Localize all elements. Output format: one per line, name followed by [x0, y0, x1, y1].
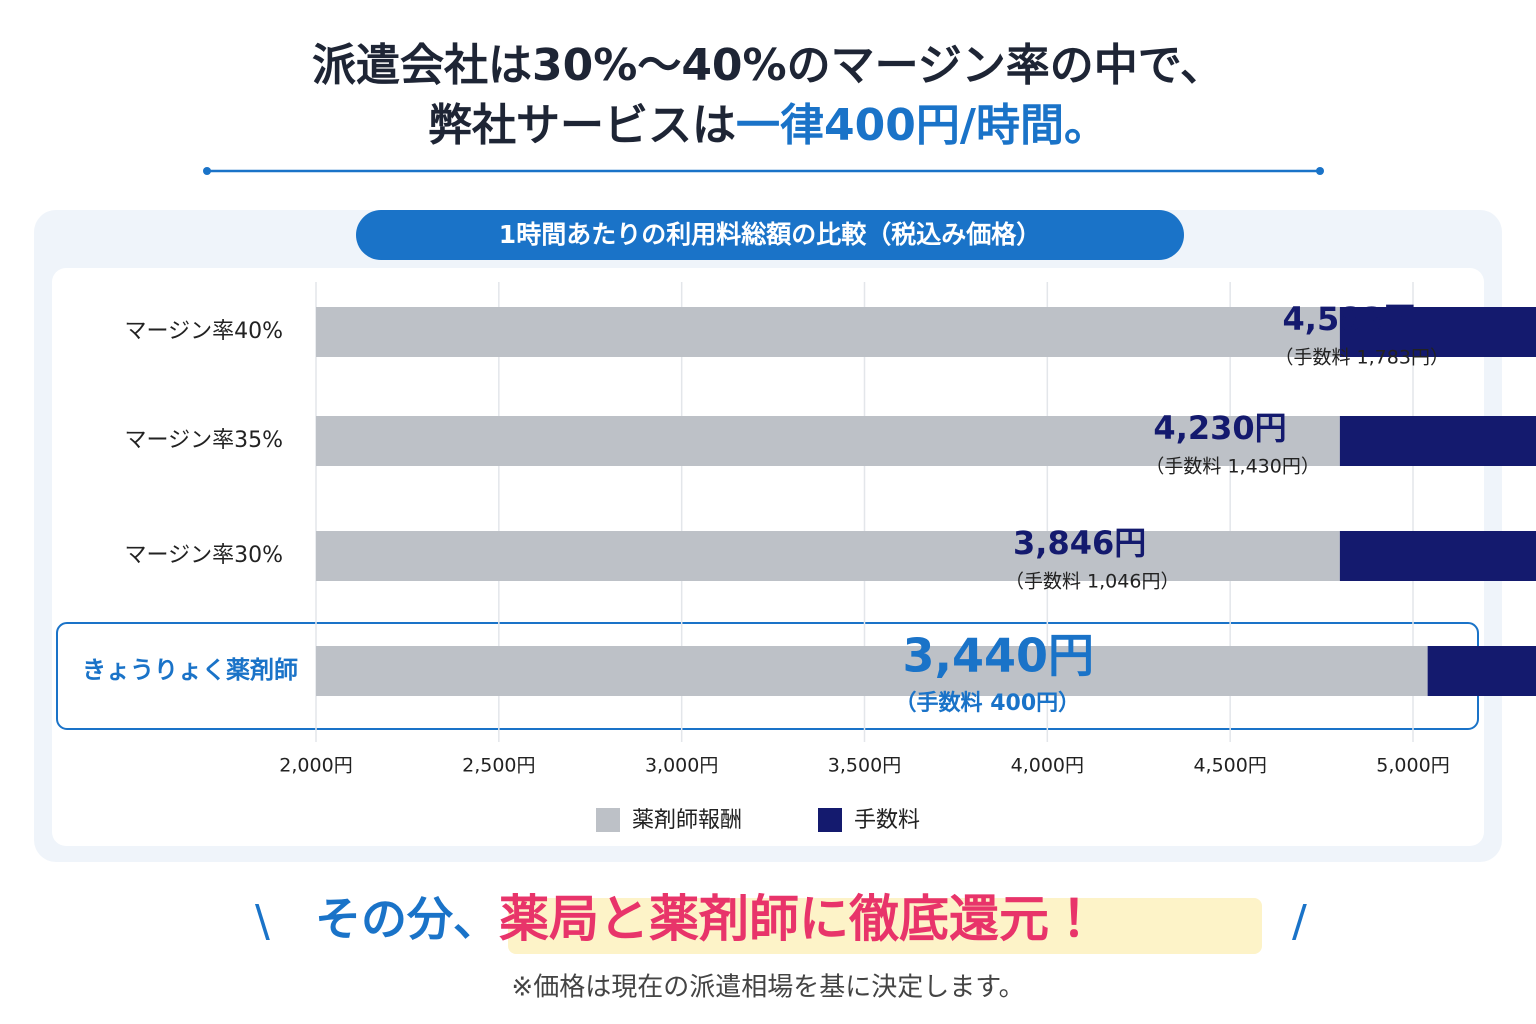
bar-segment: [316, 531, 1340, 581]
bar-segment: [1339, 307, 1536, 357]
legend-label: 薬剤師報酬: [632, 808, 742, 833]
headline: 派遣会社は30%〜40%のマージン率の中で、: [312, 40, 1224, 91]
legend-swatch: [818, 808, 842, 832]
x-tick-label: 2,500円: [462, 755, 535, 777]
deco-slash: \: [255, 896, 270, 947]
category-label: マージン率35%: [125, 428, 283, 453]
chart-title-pill: [356, 210, 1184, 260]
headline-highlight: 一律400円/時間。: [736, 100, 1108, 151]
legend-label: 手数料: [854, 808, 920, 833]
total-label: 4,583円: [1283, 300, 1416, 338]
plot: 2,000円 2,500円 3,000円 3,500円 4,000円 4,500円 5,00…: [82, 282, 1536, 833]
x-tick-label: 3,000円: [645, 755, 718, 777]
highlight-band: [508, 898, 1262, 954]
footer-lead: その分、: [315, 892, 499, 946]
deco-slash: /: [1292, 896, 1307, 947]
footer-message: その分、薬局と薬剤師に徹底還元！: [315, 890, 1099, 948]
fee-label: （手数料 1,430円）: [1145, 456, 1319, 478]
divider-dot: [203, 167, 211, 175]
bar-segment: [1339, 531, 1536, 581]
fee-label: （手数料 1,046円）: [1005, 571, 1179, 593]
footer-highlight: 薬局と薬剤師に徹底還元！: [499, 890, 1099, 948]
footnote: ※価格は現在の派遣相場を基に決定します。: [511, 973, 1024, 1003]
headline-part: 弊社サービスは: [428, 100, 736, 151]
legend-swatch: [596, 808, 620, 832]
headline: 弊社サービスは一律400円/時間。: [428, 100, 1108, 151]
bar-segment: [316, 307, 1340, 357]
total-label: 4,230円: [1153, 409, 1286, 447]
category-label: きょうりょく薬剤師: [82, 656, 298, 684]
x-tick-label: 4,500円: [1193, 755, 1266, 777]
category-label: マージン率40%: [125, 319, 283, 344]
x-tick-label: 2,000円: [279, 755, 352, 777]
x-tick-label: 5,000円: [1376, 755, 1449, 777]
x-tick-label: 3,500円: [828, 755, 901, 777]
total-label: 3,440円: [903, 629, 1095, 683]
total-label: 3,846円: [1013, 524, 1146, 562]
x-tick-label: 4,000円: [1011, 755, 1084, 777]
fee-label: （手数料 1,783円）: [1275, 347, 1449, 369]
bar-segment: [316, 416, 1340, 466]
fee-label: （手数料 400円）: [895, 690, 1081, 716]
divider-dot: [1316, 167, 1324, 175]
chart-title: 1時間あたりの利用料総額の比較（税込み価格）: [499, 220, 1041, 249]
category-label: マージン率30%: [125, 543, 283, 568]
bar-segment: [1339, 416, 1536, 466]
bar-segment: [1427, 646, 1536, 696]
bar-segment: [316, 646, 1428, 696]
